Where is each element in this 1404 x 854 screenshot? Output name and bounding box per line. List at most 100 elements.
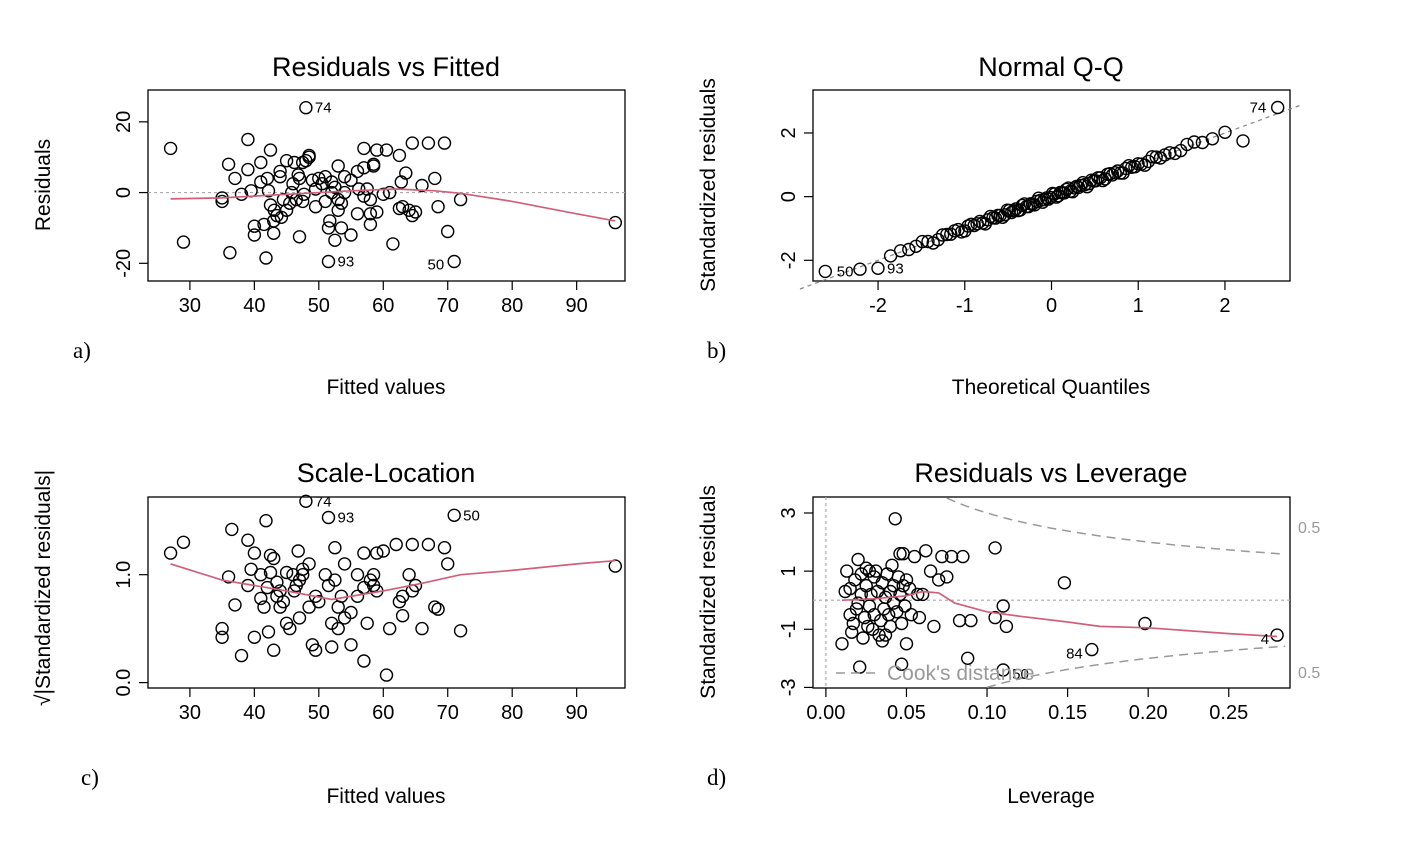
data-point — [370, 143, 384, 157]
point-label: 93 — [887, 260, 904, 277]
data-point — [447, 254, 461, 269]
point-label: 84 — [1066, 646, 1083, 663]
data-point — [919, 544, 933, 558]
data-point — [885, 558, 899, 572]
data-point — [935, 228, 950, 242]
x-axis-label: Leverage — [1007, 785, 1095, 808]
data-point — [331, 621, 345, 636]
chart-title: Normal Q-Q — [978, 52, 1124, 82]
data-point — [312, 595, 326, 609]
data-point — [408, 205, 423, 219]
data-point — [350, 207, 365, 221]
data-point — [915, 234, 929, 249]
axis-ticks: -2 -1 0 1 2 -2 0 2 — [778, 127, 1231, 317]
data-point — [431, 199, 445, 214]
data-point — [415, 178, 429, 193]
data-point — [254, 155, 268, 170]
data-point — [283, 621, 297, 636]
x-tick-label: 0 — [1046, 295, 1057, 317]
data-point — [257, 600, 271, 614]
data-point — [893, 587, 907, 602]
x-tick-label: 0.25 — [1209, 702, 1248, 724]
qq-reference-line — [799, 103, 1304, 290]
data-point — [259, 251, 273, 265]
data-point — [383, 621, 397, 636]
data-point — [366, 157, 381, 172]
y-tick-label: -3 — [778, 679, 800, 697]
data-point — [267, 551, 281, 566]
panel-label: c) — [81, 765, 99, 790]
data-point — [279, 153, 294, 168]
data-point — [907, 549, 922, 564]
data-point — [344, 228, 358, 242]
data-point — [1270, 100, 1285, 115]
data-point — [321, 510, 336, 525]
data-point — [871, 261, 885, 275]
data-point — [853, 262, 867, 276]
data-point — [279, 565, 294, 580]
data-point — [350, 568, 365, 582]
data-point — [935, 549, 949, 564]
data-point — [331, 159, 345, 173]
data-point — [370, 205, 384, 219]
y-tick-label: 3 — [778, 507, 800, 518]
data-point — [259, 514, 273, 528]
data-point — [453, 192, 468, 207]
point-label: 4 — [1261, 631, 1269, 648]
panel-label: b) — [707, 338, 726, 363]
data-point — [399, 166, 413, 180]
data-point — [325, 640, 339, 654]
data-point — [328, 541, 342, 555]
data-point — [247, 546, 262, 560]
x-tick-label: 0.00 — [806, 702, 845, 724]
data-point — [893, 244, 908, 258]
data-point — [402, 568, 416, 582]
data-point — [421, 537, 436, 552]
y-tick-label: 0 — [778, 191, 800, 202]
y-axis-label: Residuals — [32, 139, 55, 231]
data-points — [835, 512, 1284, 677]
data-point — [888, 512, 902, 526]
x-tick-label: 30 — [179, 702, 201, 724]
data-point — [323, 214, 337, 228]
data-point — [383, 185, 397, 200]
data-point — [927, 619, 941, 634]
x-tick-label: 50 — [308, 295, 330, 317]
data-point — [315, 176, 329, 191]
x-tick-label: 90 — [566, 702, 588, 724]
data-point — [357, 546, 371, 560]
data-point — [363, 207, 378, 221]
data-points — [818, 100, 1285, 279]
smooth-line — [170, 188, 616, 222]
loess-smooth-line — [170, 188, 616, 222]
data-point — [894, 616, 909, 631]
data-point — [344, 605, 358, 620]
data-point — [273, 169, 287, 184]
axis-ticks: 0.00 0.05 0.10 0.15 0.20 0.25 -3 -1 1 3 — [778, 507, 1248, 724]
data-point — [896, 547, 910, 561]
data-point — [431, 602, 445, 616]
data-point — [447, 508, 461, 522]
data-point — [921, 234, 935, 249]
x-tick-label: 2 — [1219, 295, 1230, 317]
data-point — [360, 616, 374, 630]
point-labels: 74 50 93 — [837, 100, 1267, 281]
data-points — [163, 494, 622, 682]
cooks-distance-legend: Cook's distance — [887, 662, 1035, 685]
data-point — [940, 570, 954, 584]
x-tick-label: -2 — [869, 295, 887, 317]
y-tick-label: 20 — [113, 111, 135, 133]
data-point — [961, 219, 975, 233]
x-tick-label: 50 — [308, 702, 330, 724]
data-point — [363, 217, 378, 232]
data-point — [899, 573, 914, 587]
x-tick-label: 0.15 — [1048, 702, 1087, 724]
data-point — [988, 610, 1002, 625]
point-label: 74 — [315, 493, 332, 510]
data-point — [915, 587, 930, 602]
point-label: 50 — [427, 257, 444, 274]
x-tick-label: 0.20 — [1129, 702, 1168, 724]
data-point — [215, 630, 229, 644]
data-point — [441, 224, 455, 239]
